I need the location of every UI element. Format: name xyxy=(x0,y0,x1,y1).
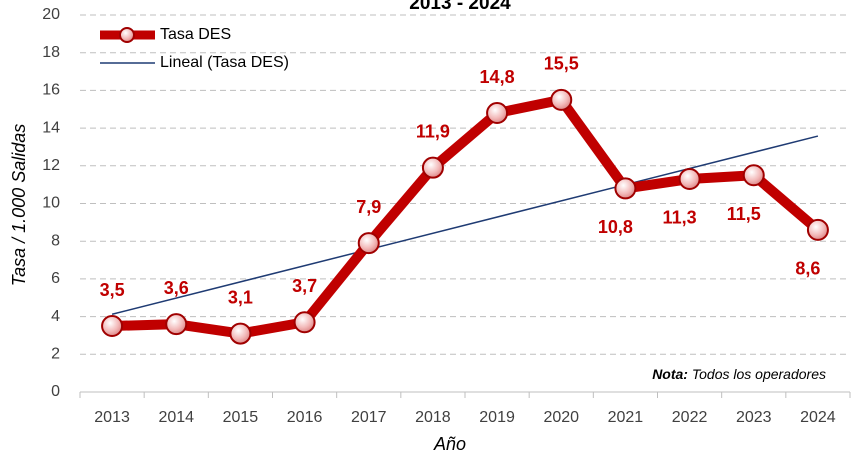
annotation-text: Todos los operadores xyxy=(692,366,826,382)
point xyxy=(421,156,444,179)
chart-title: 2013 - 2024 xyxy=(409,0,511,14)
x-axis-label: Año xyxy=(433,434,466,454)
y-tick-label: 20 xyxy=(42,6,60,23)
y-tick-label: 12 xyxy=(42,157,60,174)
point xyxy=(678,167,701,190)
annotation: Nota: Todos los operadores xyxy=(652,366,826,382)
x-tick-label: 2024 xyxy=(800,409,836,426)
legend-label: Tasa DES xyxy=(160,26,231,43)
x-tick-label: 2015 xyxy=(223,409,259,426)
point xyxy=(165,313,188,336)
value-label: 11,9 xyxy=(416,121,450,141)
point xyxy=(229,322,252,345)
y-tick-label: 14 xyxy=(42,119,60,136)
y-axis-label: Tasa / 1.000 Salidas xyxy=(9,124,29,286)
x-tick-label: 2016 xyxy=(287,409,323,426)
y-tick-label: 18 xyxy=(42,44,60,61)
y-tick-label: 16 xyxy=(42,82,60,99)
point xyxy=(293,311,316,334)
y-tick-label: 0 xyxy=(51,383,60,400)
point xyxy=(357,232,380,255)
y-tick-label: 4 xyxy=(51,308,60,325)
x-tick-label: 2017 xyxy=(351,409,387,426)
value-label: 14,8 xyxy=(480,67,515,87)
x-tick-label: 2013 xyxy=(94,409,130,426)
point xyxy=(101,315,124,338)
x-tick-label: 2020 xyxy=(543,409,579,426)
value-label: 15,5 xyxy=(544,54,579,74)
legend-label: Lineal (Tasa DES) xyxy=(160,54,289,71)
value-label: 11,5 xyxy=(727,204,761,224)
value-label: 3,7 xyxy=(292,276,317,296)
series-line xyxy=(111,94,822,339)
value-label: 11,3 xyxy=(663,208,697,228)
value-label: 3,6 xyxy=(164,278,189,298)
y-tick-label: 6 xyxy=(51,270,60,287)
point xyxy=(486,102,509,125)
y-tick-label: 8 xyxy=(51,232,60,249)
x-tick-label: 2018 xyxy=(415,409,451,426)
x-tick-label: 2022 xyxy=(672,409,708,426)
y-tick-label: 10 xyxy=(42,195,60,212)
y-tick-label: 2 xyxy=(51,346,60,363)
point xyxy=(806,218,829,241)
x-tick-label: 2023 xyxy=(736,409,772,426)
point xyxy=(742,164,765,187)
annotation-label: Nota: xyxy=(652,366,688,382)
legend-marker xyxy=(119,27,135,43)
value-label: 3,5 xyxy=(100,280,125,300)
point xyxy=(550,88,573,111)
x-tick-label: 2019 xyxy=(479,409,515,426)
value-label: 8,6 xyxy=(795,259,820,279)
value-label: 3,1 xyxy=(228,287,253,307)
x-tick-label: 2014 xyxy=(158,409,194,426)
trendline xyxy=(111,135,819,316)
point xyxy=(614,177,637,200)
value-label: 10,8 xyxy=(598,217,633,237)
value-label: 7,9 xyxy=(356,197,381,217)
x-tick-label: 2021 xyxy=(608,409,644,426)
